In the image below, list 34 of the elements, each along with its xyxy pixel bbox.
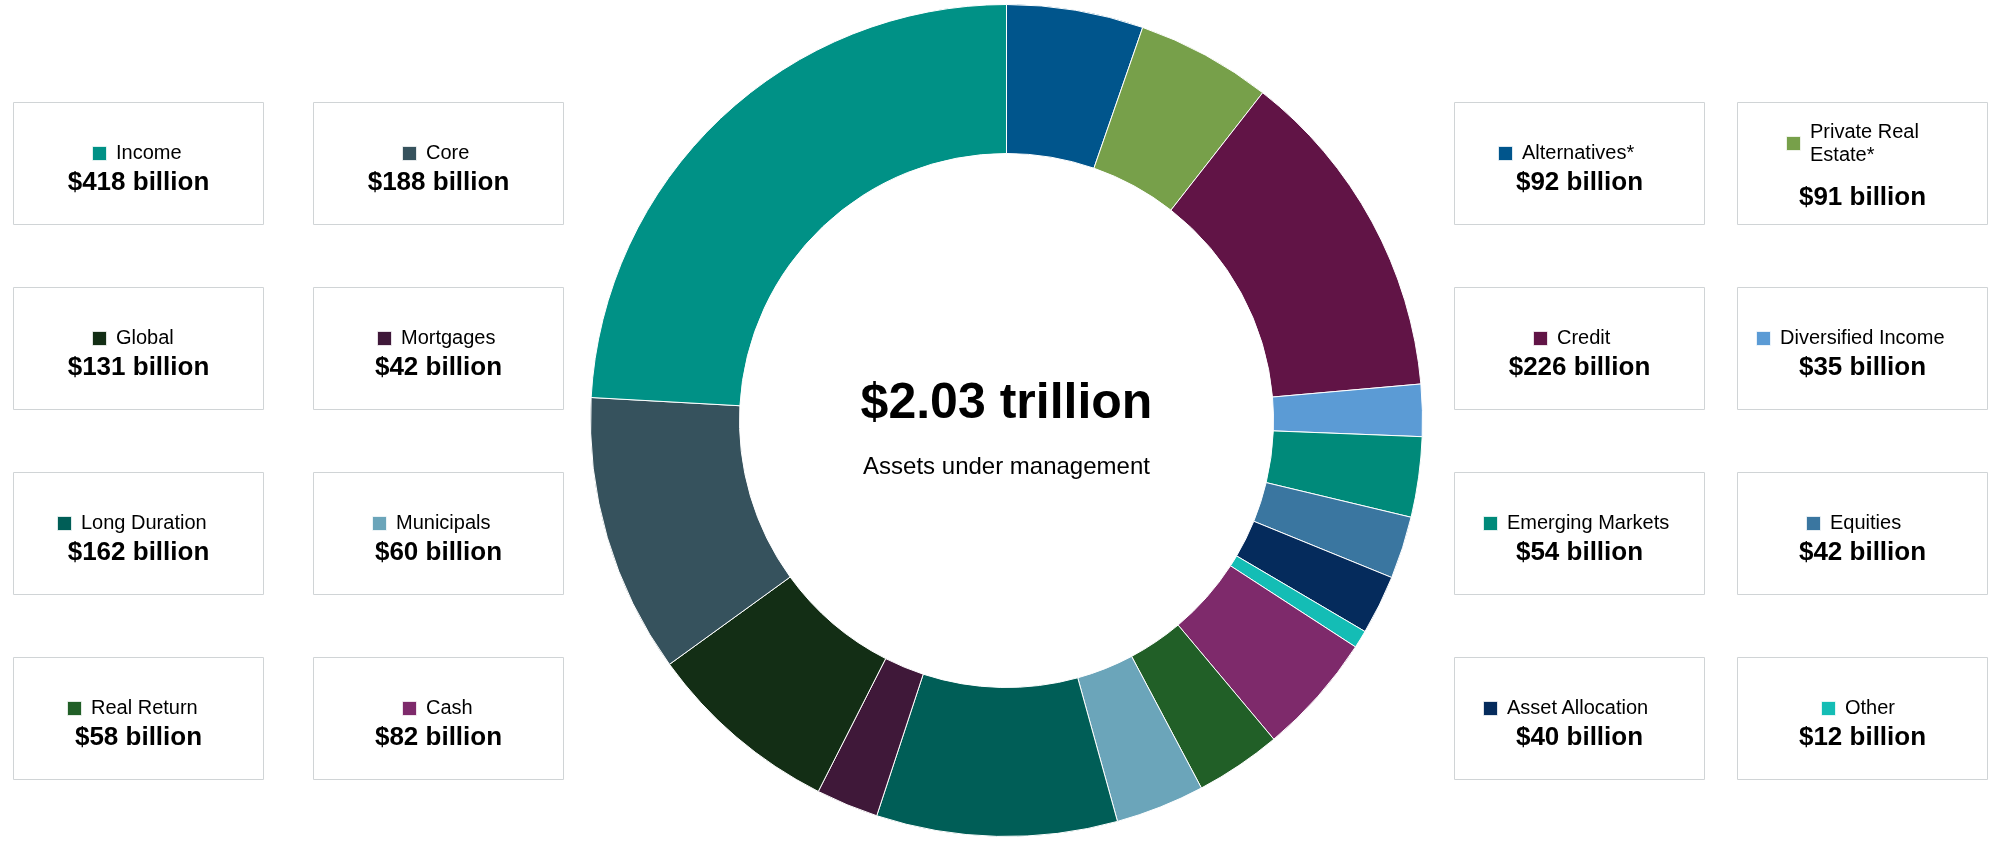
data-label: $35 billion xyxy=(1798,350,1927,381)
legend-label: Cash xyxy=(426,696,473,719)
legend-label: Municipals xyxy=(396,511,491,534)
legend-label: Income xyxy=(116,141,182,164)
legend-label: Emerging Markets xyxy=(1507,511,1670,534)
legend-label: Mortgages xyxy=(401,326,496,349)
data-label: $91 billion xyxy=(1798,180,1927,211)
data-label: $54 billion xyxy=(1515,535,1644,566)
data-label: $58 billion xyxy=(74,720,203,751)
text: Assets under management xyxy=(863,452,1151,479)
legend-label: Equities xyxy=(1830,511,1902,534)
legend-label: Alternatives* xyxy=(1522,141,1635,164)
legend-label: Core xyxy=(426,141,470,164)
data-label: $40 billion xyxy=(1515,720,1644,751)
legend-label: Global xyxy=(116,326,174,349)
data-label: $162 billion xyxy=(67,535,210,566)
data-label: $42 billion xyxy=(374,350,503,381)
legend-label: Long Duration xyxy=(81,511,207,534)
data-label: $60 billion xyxy=(374,535,503,566)
text: $2.03 trillion xyxy=(860,372,1153,429)
data-label: $82 billion xyxy=(374,720,503,751)
data-label: $418 billion xyxy=(67,165,210,196)
data-label: $188 billion xyxy=(367,165,510,196)
legend-label: Other xyxy=(1845,696,1896,719)
legend-label: Credit xyxy=(1557,326,1611,349)
legend-label: Real Return xyxy=(91,696,198,719)
legend-label: Diversified Income xyxy=(1780,326,1945,349)
data-label: $92 billion xyxy=(1515,165,1644,196)
legend-label: Private Real Estate* xyxy=(1810,120,1919,166)
legend-label: Asset Allocation xyxy=(1507,696,1649,719)
data-label: $226 billion xyxy=(1508,350,1651,381)
data-label: $42 billion xyxy=(1798,535,1927,566)
data-label: $12 billion xyxy=(1798,720,1927,751)
data-label: $131 billion xyxy=(67,350,210,381)
